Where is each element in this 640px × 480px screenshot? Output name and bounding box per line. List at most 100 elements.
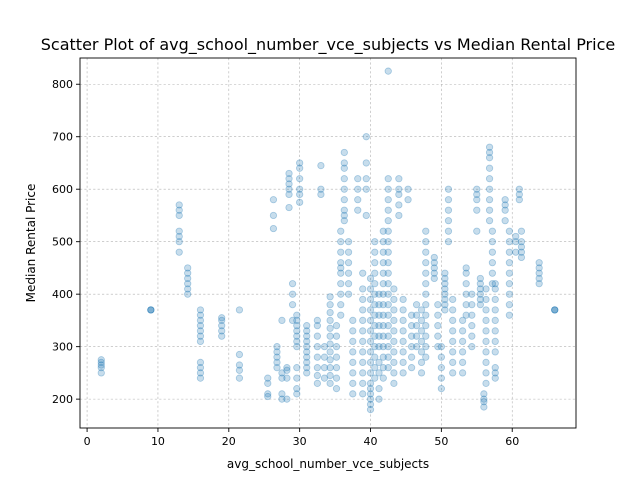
scatter-point [313,332,321,340]
scatter-point [375,385,383,393]
scatter-point [375,301,383,309]
scatter-point [515,185,523,193]
scatter-point [482,369,490,377]
scatter-point [395,201,403,209]
scatter-point [349,369,357,377]
scatter-point [326,356,334,364]
scatter-point [462,301,470,309]
scatter-point [264,392,272,401]
scatter-point [375,332,383,340]
scatter-point [515,196,523,204]
scatter-point [535,264,543,272]
scatter-point [384,206,392,214]
scatter-point [359,369,367,377]
scatter-point [303,337,311,346]
scatter-point [371,248,379,256]
scatter-point [408,364,416,372]
scatter-point [375,322,383,330]
scatter-point [473,196,481,204]
scatter-point [340,211,348,220]
scatter-point [399,369,407,377]
scatter-point [408,332,416,340]
scatter-point [384,301,392,309]
scatter-point [459,348,467,356]
scatter-point [326,364,334,372]
scatter-point [434,332,442,340]
scatter-point [184,264,192,272]
scatter-point [395,190,403,199]
scatter-point [371,332,379,340]
scatter-point [337,301,345,309]
scatter-point [344,280,353,288]
scatter-point [337,311,345,319]
scatter-point [473,227,481,235]
grid [80,58,576,428]
scatter-point [434,322,442,330]
scatter-point [278,390,286,398]
scatter-point [362,185,370,193]
scatter-point [337,259,345,267]
scatter-point [430,269,438,277]
scatter-point [344,290,353,298]
scatter-point [449,327,457,335]
scatter-point [349,390,357,398]
scatter-point [293,337,301,346]
scatter-point [422,280,430,288]
scatter-point [384,227,392,235]
scatter-point [303,322,311,330]
scatter-point [488,259,496,267]
scatter-point [296,198,304,206]
scatter-point [273,343,281,351]
scatter-point [412,332,421,340]
scatter-point [444,206,453,214]
scatter-point [218,332,226,340]
scatter-point [366,390,375,398]
scatter-point [235,374,244,382]
scatter-point [184,269,192,277]
scatter-point [375,311,383,319]
scatter-point [449,306,457,314]
scatter-point [303,343,311,351]
x-tick-label: 10 [151,435,165,448]
scatter-point [517,248,526,256]
scatter-point [417,306,426,314]
scatter-point [430,274,438,283]
scatter-point [269,224,278,233]
scatter-point [468,332,476,340]
scatter-point [399,306,407,314]
plot-frame [79,57,577,429]
scatter-point [379,269,387,277]
scatter-point [422,343,430,351]
scatter-point [422,332,430,340]
scatter-point [362,175,370,183]
scatter-point [349,348,357,356]
y-tick-label: 800 [52,78,73,91]
scatter-point [408,322,416,330]
scatter-point [395,185,403,193]
scatter-point [340,217,348,225]
scatter-point [384,185,392,193]
scatter-point [441,280,449,288]
scatter-point [344,269,353,277]
scatter-point [340,159,348,167]
scatter-point [320,343,329,351]
scatter-point [359,295,367,304]
scatter-point [366,337,375,346]
scatter-point [313,364,321,372]
scatter-point [422,269,430,277]
scatter-point [441,274,449,283]
scatter-point [371,374,379,382]
scatter-point [349,337,357,346]
scatter-point [379,332,387,340]
scatter-point [390,295,398,304]
scatter-point [359,269,367,277]
scatter-point [399,337,407,346]
scatter-point [354,196,362,204]
scatter-point [412,301,421,309]
scatter-point [505,238,513,246]
scatter-points [97,67,559,414]
scatter-point [293,322,301,330]
scatter-point [349,379,357,387]
scatter-point [441,306,449,314]
scatter-point [184,290,192,298]
